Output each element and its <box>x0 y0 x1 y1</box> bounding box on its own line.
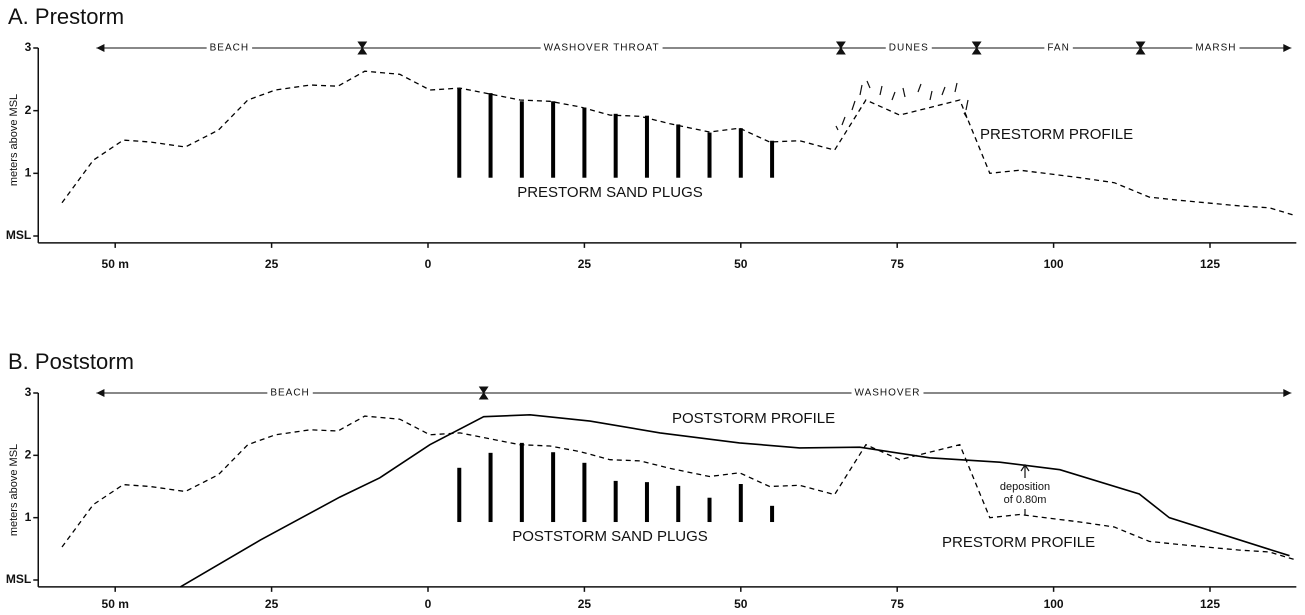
profile-label: PRESTORM PROFILE <box>980 126 1133 143</box>
x-tick-label: 100 <box>1044 257 1064 271</box>
x-tick-label: 75 <box>891 257 905 271</box>
y-tick-label: 3 <box>25 385 32 399</box>
y-tick-label: MSL <box>6 228 31 242</box>
annotation: deposition <box>1000 481 1050 493</box>
y-tick-label: 3 <box>25 40 32 54</box>
plugs-label: POSTSTORM SAND PLUGS <box>512 528 708 545</box>
zone-label: BEACH <box>210 43 249 54</box>
zone-label-bg <box>851 387 924 399</box>
profile-line <box>61 70 1297 217</box>
sand-plug <box>488 93 493 178</box>
zone-label-bg <box>1044 42 1073 54</box>
y-axis-label: meters above MSL <box>8 94 20 186</box>
sand-plug <box>582 462 587 523</box>
sand-plug <box>488 452 493 523</box>
sand-plug <box>551 101 556 178</box>
x-tick-label: 125 <box>1200 597 1220 611</box>
zone-label: DUNES <box>889 43 929 54</box>
plugs-label: PRESTORM SAND PLUGS <box>517 184 703 201</box>
sand-plug <box>738 484 743 523</box>
y-tick-label: 1 <box>25 510 32 524</box>
zone-label: WASHOVER <box>855 388 921 399</box>
deposition-arrow <box>1020 463 1030 515</box>
x-tick-label: 50 <box>734 597 748 611</box>
y-axis-label: meters above MSL <box>8 444 20 536</box>
x-tick-label: 0 <box>425 597 432 611</box>
sand-plug <box>770 505 775 523</box>
y-tick-label: 2 <box>25 103 32 117</box>
sand-plug <box>770 140 775 178</box>
sand-plug <box>707 132 712 178</box>
zone-label: MARSH <box>1195 43 1236 54</box>
sand-plug <box>613 480 618 523</box>
sand-plug <box>644 115 649 178</box>
x-tick-label: 50 <box>734 257 748 271</box>
zone-boundary <box>357 41 368 55</box>
sand-plug <box>738 128 743 178</box>
sand-plug <box>676 485 681 523</box>
arrow-head <box>1283 44 1292 52</box>
y-tick-label: 1 <box>25 166 32 180</box>
zone-label-bg <box>267 387 313 399</box>
zone-boundary <box>971 41 982 55</box>
zone-label: FAN <box>1047 43 1069 54</box>
sand-plug <box>519 442 524 523</box>
arrow-head <box>96 389 105 397</box>
profile-label: PRESTORM PROFILE <box>942 534 1095 551</box>
sand-plug <box>582 107 587 178</box>
sand-plug <box>551 452 556 523</box>
profile-line <box>179 413 1290 588</box>
zone-label: WASHOVER THROAT <box>544 43 660 54</box>
sand-plug <box>519 101 524 178</box>
y-tick-label: 2 <box>25 448 32 462</box>
zone-label-bg <box>206 42 253 54</box>
x-tick-label: 25 <box>578 257 592 271</box>
x-tick-label: 125 <box>1200 257 1220 271</box>
x-tick-label: 75 <box>891 597 905 611</box>
sand-plug <box>457 88 462 178</box>
zone-boundary <box>478 386 489 400</box>
x-tick-label: 25 <box>265 597 279 611</box>
zone-label-bg <box>1192 42 1240 54</box>
arrow-head <box>96 44 105 52</box>
x-tick-label: 50 m <box>102 257 129 271</box>
x-tick-label: 50 m <box>102 597 129 611</box>
zone-label: BEACH <box>270 388 309 399</box>
x-tick-label: 25 <box>578 597 592 611</box>
x-tick-label: 25 <box>265 257 279 271</box>
x-tick-label: 0 <box>425 257 432 271</box>
profile-label: POSTSTORM PROFILE <box>672 410 835 427</box>
zone-label-bg <box>885 42 932 54</box>
y-tick-label: MSL <box>6 572 31 586</box>
panel-title: B. Poststorm <box>8 349 134 374</box>
sand-plug <box>457 467 462 523</box>
panel-title: A. Prestorm <box>8 4 124 29</box>
zone-boundary <box>835 41 846 55</box>
sand-plug <box>644 482 649 523</box>
sand-plug <box>707 497 712 523</box>
zone-boundary <box>1135 41 1146 55</box>
sand-plug <box>613 113 618 178</box>
arrow-head <box>1283 389 1292 397</box>
profile-line <box>61 415 1297 561</box>
zone-label-bg <box>540 42 663 54</box>
annotation: of 0.80m <box>1004 494 1047 506</box>
sand-plug <box>676 124 681 178</box>
x-tick-label: 100 <box>1044 597 1064 611</box>
dune-vegetation <box>835 80 969 131</box>
